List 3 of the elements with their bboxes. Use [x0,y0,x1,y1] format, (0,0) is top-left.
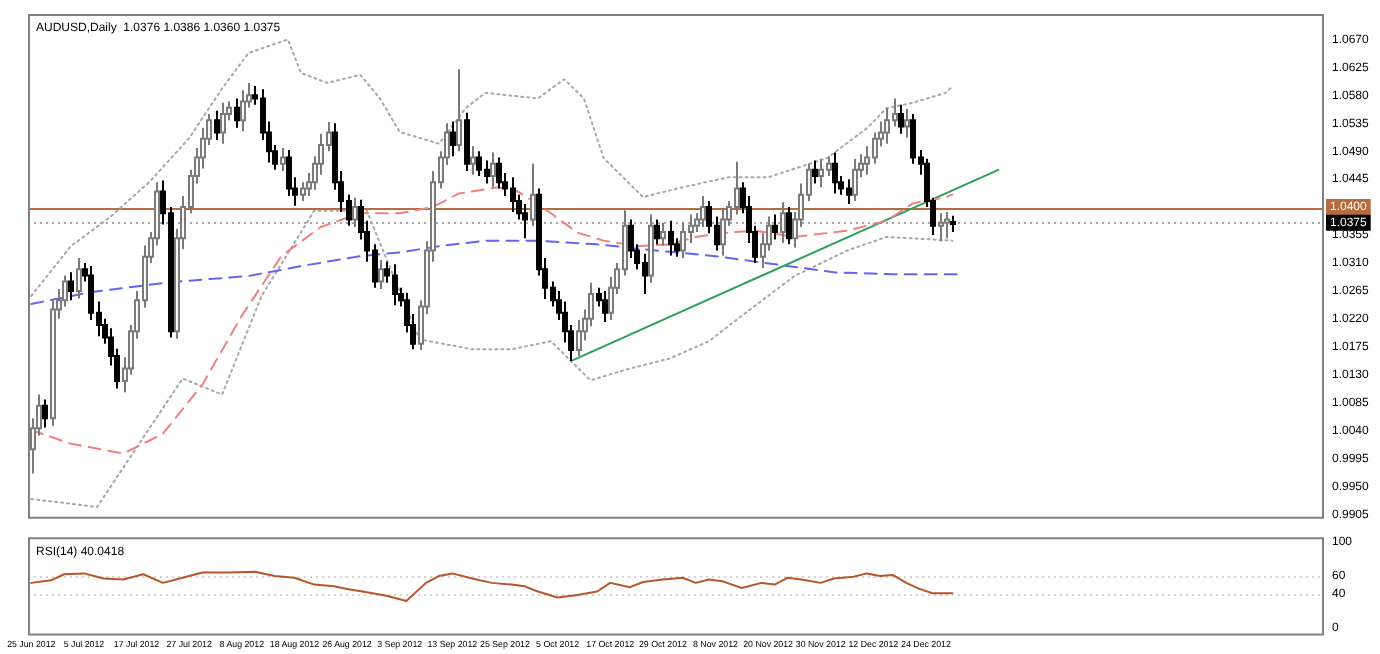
line-series [30,38,954,297]
line-series [30,186,954,455]
line-series [30,209,954,508]
